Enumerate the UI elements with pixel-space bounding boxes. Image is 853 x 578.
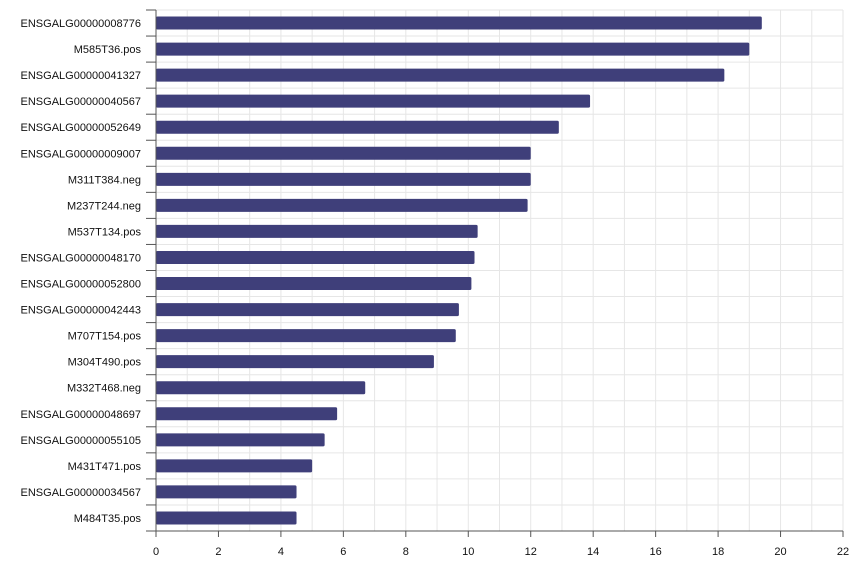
bar	[156, 485, 297, 499]
category-label: ENSGALG00000048697	[21, 409, 141, 421]
bar	[156, 407, 338, 421]
category-label: ENSGALG00000034567	[21, 487, 141, 499]
category-label: M537T134.pos	[68, 226, 142, 238]
category-label: ENSGALG00000040567	[21, 96, 141, 108]
x-tick-label: 4	[278, 546, 284, 558]
bar	[156, 94, 591, 108]
axis-layer: ENSGALG00000008776 M585T36.pos ENSGALG0000…	[21, 9, 849, 558]
category-label: M484T35.pos	[74, 513, 142, 525]
bar	[156, 198, 528, 212]
x-tick-label: 0	[153, 546, 159, 558]
category-label: ENSGALG00000042443	[21, 305, 141, 317]
category-label: M304T490.pos	[68, 357, 142, 369]
category-label: M431T471.pos	[68, 461, 142, 473]
bar	[156, 250, 475, 264]
x-tick-label: 22	[837, 546, 849, 558]
category-label: ENSGALG00000055105	[21, 435, 141, 447]
category-label: ENSGALG00000041327	[21, 70, 141, 82]
x-tick-label: 8	[403, 546, 409, 558]
x-tick-label: 20	[774, 546, 786, 558]
bar	[156, 42, 750, 56]
bar	[156, 303, 459, 317]
bar	[156, 329, 456, 343]
bar	[156, 68, 725, 82]
category-label: ENSGALG00000048170	[21, 252, 141, 264]
x-tick-label: 10	[462, 546, 474, 558]
category-label: M707T154.pos	[68, 331, 142, 343]
bar	[156, 146, 531, 160]
bar	[156, 172, 531, 186]
bar	[156, 433, 325, 447]
bar	[156, 511, 297, 525]
bar	[156, 381, 366, 395]
category-label: M311T384.neg	[68, 174, 141, 186]
category-label: ENSGALG00000008776	[21, 18, 141, 30]
category-label: M585T36.pos	[74, 44, 142, 56]
x-tick-label: 2	[215, 546, 221, 558]
category-label: ENSGALG00000052800	[21, 279, 141, 291]
x-tick-label: 18	[712, 546, 724, 558]
bar	[156, 120, 559, 134]
grid-layer	[155, 9, 844, 532]
category-label: M332T468.neg	[67, 383, 141, 395]
category-label: M237T244.neg	[67, 200, 141, 212]
x-tick-label: 14	[587, 546, 599, 558]
bar	[156, 16, 762, 30]
x-tick-label: 12	[525, 546, 537, 558]
bar	[156, 355, 434, 369]
bar-layer	[156, 16, 762, 525]
category-label: ENSGALG00000052649	[21, 122, 141, 134]
bar	[156, 224, 478, 238]
bar	[156, 459, 313, 473]
bar	[156, 277, 472, 291]
x-tick-label: 16	[650, 546, 662, 558]
category-label: ENSGALG00000009007	[21, 148, 141, 160]
x-tick-label: 6	[340, 546, 346, 558]
